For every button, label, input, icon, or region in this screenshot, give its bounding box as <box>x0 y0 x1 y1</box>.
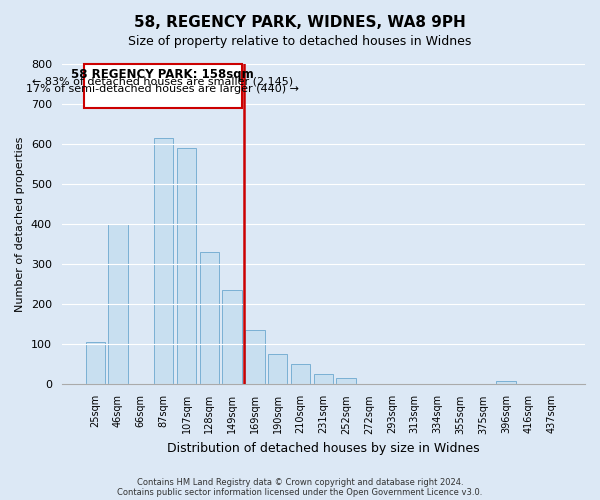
Bar <box>86 342 105 384</box>
Text: Contains public sector information licensed under the Open Government Licence v3: Contains public sector information licen… <box>118 488 482 497</box>
Bar <box>291 364 310 384</box>
FancyBboxPatch shape <box>84 64 242 108</box>
Text: Contains HM Land Registry data © Crown copyright and database right 2024.: Contains HM Land Registry data © Crown c… <box>137 478 463 487</box>
Text: ← 83% of detached houses are smaller (2,145): ← 83% of detached houses are smaller (2,… <box>32 76 293 86</box>
Bar <box>223 290 242 384</box>
Text: 17% of semi-detached houses are larger (440) →: 17% of semi-detached houses are larger (… <box>26 84 299 94</box>
X-axis label: Distribution of detached houses by size in Widnes: Distribution of detached houses by size … <box>167 442 479 455</box>
Bar <box>496 381 515 384</box>
Bar <box>314 374 333 384</box>
Text: 58 REGENCY PARK: 158sqm: 58 REGENCY PARK: 158sqm <box>71 68 254 81</box>
Text: 58, REGENCY PARK, WIDNES, WA8 9PH: 58, REGENCY PARK, WIDNES, WA8 9PH <box>134 15 466 30</box>
Text: Size of property relative to detached houses in Widnes: Size of property relative to detached ho… <box>128 35 472 48</box>
Bar <box>337 378 356 384</box>
Bar <box>154 138 173 384</box>
Bar <box>200 252 219 384</box>
Y-axis label: Number of detached properties: Number of detached properties <box>16 136 25 312</box>
Bar <box>268 354 287 384</box>
Bar <box>109 224 128 384</box>
Bar <box>245 330 265 384</box>
Bar <box>177 148 196 384</box>
